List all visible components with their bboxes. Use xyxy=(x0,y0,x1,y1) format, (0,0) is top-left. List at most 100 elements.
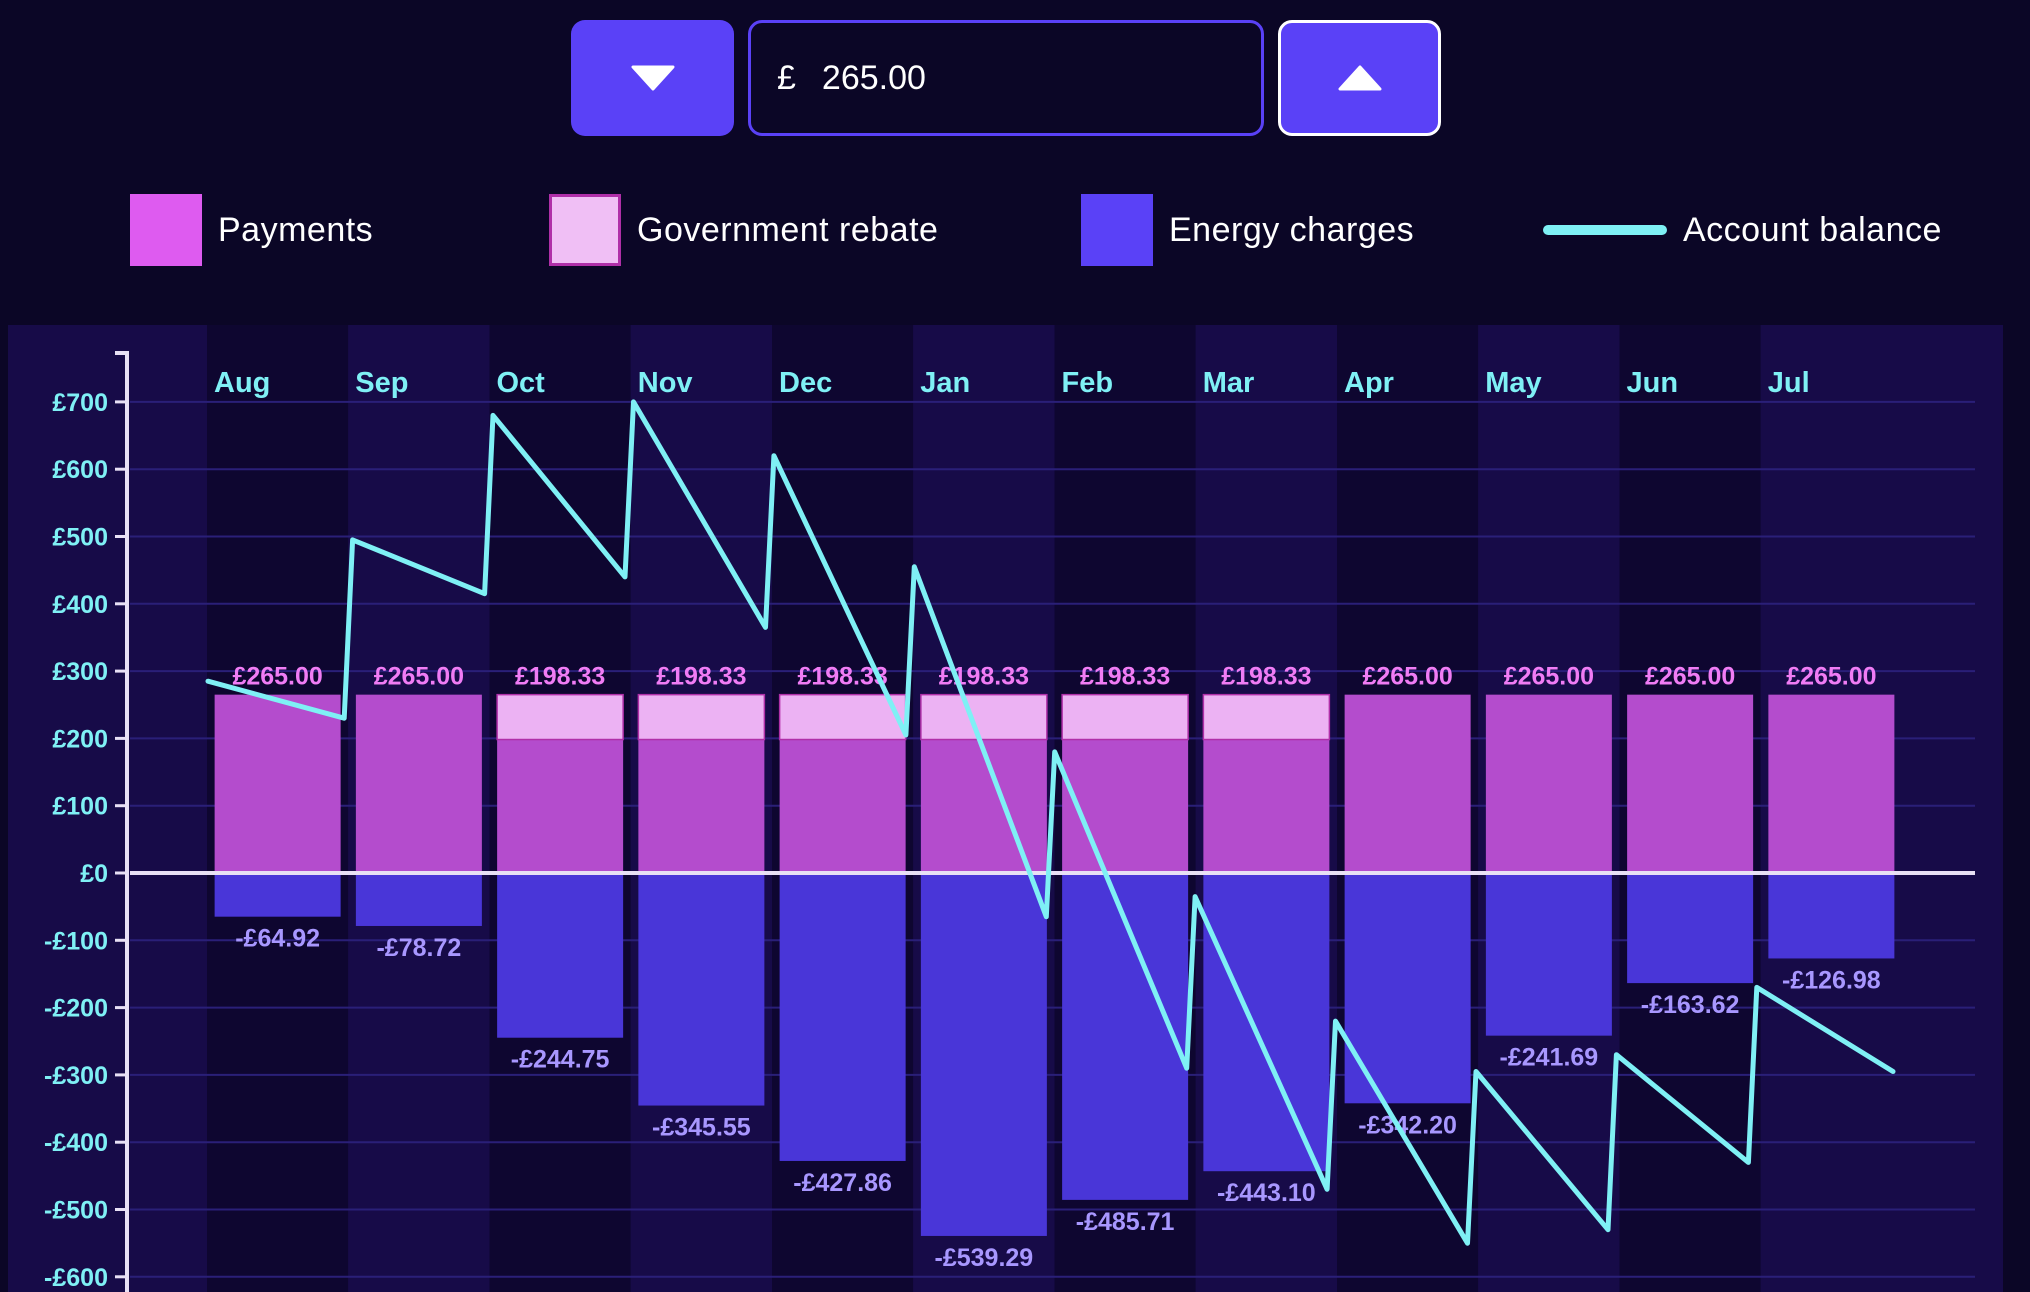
amount-input[interactable] xyxy=(821,58,1202,98)
charge-bar xyxy=(355,873,482,926)
payment-value-label: £265.00 xyxy=(1362,663,1452,691)
rebate-swatch xyxy=(549,194,621,266)
charge-value-label: -£78.72 xyxy=(376,934,461,962)
payment-bar xyxy=(638,739,765,873)
payment-bar xyxy=(355,694,482,873)
month-label: Jul xyxy=(1768,367,1810,399)
legend-item-charges: Energy charges xyxy=(1081,194,1414,266)
rebate-bar xyxy=(637,693,766,741)
rebate-bar xyxy=(778,693,907,741)
charge-value-label: -£443.10 xyxy=(1217,1179,1316,1207)
y-tick-label: £200 xyxy=(52,725,108,753)
payment-bar xyxy=(1203,739,1330,873)
y-tick-label: -£500 xyxy=(44,1197,108,1225)
y-tick-label: £500 xyxy=(52,524,108,552)
payment-bar xyxy=(1062,739,1189,873)
y-tick-label: £700 xyxy=(52,389,108,417)
amount-field[interactable]: £ xyxy=(748,20,1264,136)
legend-label-balance: Account balance xyxy=(1683,210,1942,249)
currency-symbol: £ xyxy=(777,58,796,97)
charge-bar xyxy=(1485,873,1612,1036)
charge-bar xyxy=(214,873,341,917)
payment-bar xyxy=(1627,694,1754,873)
charge-bar xyxy=(1203,873,1330,1172)
charge-value-label: -£345.55 xyxy=(652,1114,751,1142)
month-label: Jun xyxy=(1627,367,1679,399)
charge-value-label: -£539.29 xyxy=(935,1244,1034,1272)
charge-value-label: -£126.98 xyxy=(1782,966,1881,994)
y-tick-label: £600 xyxy=(52,456,108,484)
y-tick-label: -£100 xyxy=(44,927,108,955)
y-tick-label: £300 xyxy=(52,658,108,686)
legend-label-payments: Payments xyxy=(218,210,374,249)
legend-item-rebate: Government rebate xyxy=(549,194,938,266)
chart-legend: Payments Government rebate Energy charge… xyxy=(0,194,2030,266)
decrease-button[interactable] xyxy=(571,20,734,136)
legend-item-balance: Account balance xyxy=(1543,194,1942,266)
month-label: Oct xyxy=(497,367,546,399)
charge-value-label: -£241.69 xyxy=(1500,1044,1599,1072)
payment-bar xyxy=(1344,694,1471,873)
payment-value-label: £198.33 xyxy=(515,663,605,691)
payment-bar xyxy=(497,739,624,873)
y-tick-label: -£200 xyxy=(44,995,108,1023)
charge-bar xyxy=(497,873,624,1038)
payment-bar xyxy=(779,739,906,873)
charge-bar xyxy=(1344,873,1471,1104)
caret-up-icon xyxy=(1338,65,1381,91)
legend-label-rebate: Government rebate xyxy=(637,210,939,249)
charge-bar xyxy=(1627,873,1754,984)
amount-stepper: £ xyxy=(571,20,1441,136)
legend-label-charges: Energy charges xyxy=(1169,210,1415,249)
payment-value-label: £265.00 xyxy=(1786,663,1876,691)
month-label: Mar xyxy=(1203,367,1255,399)
month-label: Jan xyxy=(920,367,970,399)
payments-swatch xyxy=(130,194,202,266)
payment-bar xyxy=(1768,694,1895,873)
y-tick-label: -£400 xyxy=(44,1129,108,1157)
charge-value-label: -£342.20 xyxy=(1358,1111,1457,1139)
payment-value-label: £265.00 xyxy=(1645,663,1735,691)
rebate-bar xyxy=(920,693,1048,741)
payment-value-label: £198.33 xyxy=(656,663,746,691)
charge-value-label: -£163.62 xyxy=(1641,991,1740,1019)
month-label: Feb xyxy=(1062,367,1114,399)
month-label: Aug xyxy=(214,367,270,399)
account-balance-line xyxy=(205,399,1896,1246)
y-tick-label: £100 xyxy=(52,793,108,821)
month-label: Sep xyxy=(355,367,408,399)
charge-bar xyxy=(779,873,906,1161)
month-label: Nov xyxy=(638,367,693,399)
payment-bar xyxy=(920,739,1047,873)
y-axis-panel xyxy=(8,325,130,1292)
charge-value-label: -£64.92 xyxy=(235,925,320,953)
payment-value-label: £198.33 xyxy=(1080,663,1170,691)
charge-bar xyxy=(1768,873,1895,959)
payment-value-label: £265.00 xyxy=(374,663,464,691)
y-tick-label: £400 xyxy=(52,591,108,619)
charges-swatch xyxy=(1081,194,1153,266)
y-tick-label: -£600 xyxy=(44,1264,108,1292)
y-tick-label: £0 xyxy=(80,860,108,888)
charge-bar xyxy=(1062,873,1189,1200)
charge-value-label: -£244.75 xyxy=(511,1046,610,1074)
rebate-bar xyxy=(1202,693,1331,741)
payment-value-label: £265.00 xyxy=(1504,663,1594,691)
balance-line-swatch xyxy=(1543,225,1667,235)
payment-bar xyxy=(214,694,341,873)
legend-item-payments: Payments xyxy=(130,194,373,266)
caret-down-icon xyxy=(631,65,674,91)
payment-bar xyxy=(1485,694,1612,873)
payment-value-label: £265.00 xyxy=(232,663,322,691)
rebate-bar xyxy=(1061,693,1189,741)
payment-value-label: £198.33 xyxy=(1221,663,1311,691)
increase-button[interactable] xyxy=(1278,20,1441,136)
y-tick-label: -£300 xyxy=(44,1062,108,1090)
rebate-bar xyxy=(496,693,624,741)
month-label: May xyxy=(1485,367,1541,399)
charge-value-label: -£485.71 xyxy=(1076,1208,1175,1236)
charge-bar xyxy=(638,873,765,1106)
month-label: Apr xyxy=(1344,367,1394,399)
charge-value-label: -£427.86 xyxy=(793,1169,892,1197)
